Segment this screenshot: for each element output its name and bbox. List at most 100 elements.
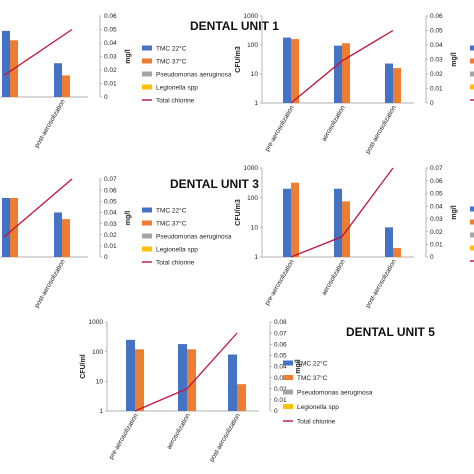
legend-label: TMC 37°C [156,57,187,65]
line-total-chlorine [290,29,394,104]
y2-tick-label: 0.01 [430,86,443,93]
y2-tick-label: 0 [430,254,434,261]
y-axis-title: CFU/m3 [235,199,242,226]
bar-tmc-37-c [187,349,196,411]
bar-tmc-22-c [385,63,393,103]
bar-tmc-37-c [291,182,299,257]
y2-tick-label: 0.05 [430,28,443,35]
y2-tick-label: 0.07 [274,330,287,337]
chart-title: DENTAL UNIT 5 [346,325,435,339]
legend-label: Pseudomonas aeruginosa [156,233,232,240]
bar-tmc-37-c [135,349,144,411]
bar-tmc-22-c [178,344,187,411]
bar-tmc-37-c [393,248,401,257]
legend-label: Pseudomonas aeruginosa [156,71,232,78]
bar-tmc-22-c [54,212,62,257]
legend-label: TMC 22°C [156,206,187,214]
y2-tick-label: 0.08 [274,319,287,326]
y2-axis-title: mg/l [295,359,302,373]
x-tick-label: pre-aerosolization [264,104,296,153]
y2-tick-label: 0.05 [104,27,117,34]
y2-tick-label: 0 [104,94,108,101]
bar-tmc-37-c [62,75,70,97]
y2-tick-label: 0.01 [430,241,443,248]
legend-swatch [283,389,293,395]
legend-swatch [470,206,474,212]
y2-axis-title: mg/l [451,205,458,219]
chart-title: DENTAL UNIT 3 [170,177,259,191]
line-total-chlorine [290,167,394,258]
bar-tmc-22-c [334,45,342,103]
legend-swatch [142,220,152,226]
legend-swatch [470,232,474,238]
legend-swatch [470,71,474,77]
y2-tick-label: 0.02 [430,229,443,236]
y-tick-label: 100 [247,42,258,49]
y-tick-label: 1 [99,408,103,415]
y2-tick-label: 0.03 [104,54,117,61]
y2-tick-label: 0.01 [104,243,117,250]
y2-tick-label: 0.07 [430,165,443,172]
bar-tmc-22-c [283,37,291,104]
y2-axis-title: mg/l [125,49,132,63]
legend-label: TMC 37°C [297,374,328,382]
legend-swatch [470,84,474,90]
y2-tick-label: 0.04 [104,40,117,47]
bar-tmc-22-c [385,227,393,257]
bar-tmc-37-c [10,197,18,257]
legend-swatch [142,71,152,77]
y2-tick-label: 0.06 [430,13,443,20]
y2-tick-label: 0.03 [430,216,443,223]
bar-tmc-37-c [342,43,350,103]
legend-swatch [142,233,152,239]
legend-swatch [142,246,152,252]
legend-label: Total chlorine [156,259,195,266]
y2-tick-label: 0 [104,254,108,261]
bar-tmc-37-c [342,201,350,257]
y-tick-label: 100 [247,195,258,202]
y-tick-label: 10 [251,71,259,78]
legend-label: TMC 22°C [156,44,187,52]
y-tick-label: 1 [254,100,258,107]
y-tick-label: 10 [96,379,104,386]
y2-tick-label: 0.04 [430,203,443,210]
legend-swatch [142,84,152,90]
x-tick-label: aerosolization [321,104,347,143]
bar-tmc-22-c [283,188,291,257]
chart-panel-3: 0 0.01 0.02 0.03 0.04 0.05 0.06 0.07 mg/l post-ae… [0,176,259,309]
legend-label: Total chlorine [297,418,336,425]
legend-swatch [283,404,293,409]
y-tick-label: 1 [254,254,258,261]
y2-axis-title: mg/l [451,52,458,66]
y2-tick-label: 0 [274,408,278,415]
y-tick-label: 1000 [244,165,259,172]
legend-label: TMC 22°C [297,359,328,367]
y2-tick-label: 0.05 [430,191,443,198]
chart-panel-2: 1 10 100 1000 CFU/m3 0 0.01 0.02 0.03 0.04 0.05 0.0… [235,13,474,155]
y2-tick-label: 0.06 [104,187,117,194]
y2-tick-label: 0.02 [104,67,117,74]
y-tick-label: 1000 [89,319,104,326]
y2-tick-label: 0.06 [104,13,117,20]
y2-axis-title: mg/l [125,211,132,225]
legend-swatch [470,45,474,51]
x-tick-label: post-aerosolization [33,258,67,309]
legend-swatch [470,58,474,64]
bar-tmc-22-c [54,63,62,97]
line-total-chlorine [3,28,73,76]
x-tick-label: aerosolization [321,258,347,297]
chart-panel-4: 1 10 100 1000 CFU/m3 0 0.01 0.02 0.03 0.04 0.05 0.0… [235,165,474,309]
y2-tick-label: 0.05 [274,353,287,360]
x-tick-label: pre-aerosolization [264,258,296,307]
legend-swatch [142,207,152,213]
bar-tmc-37-c [393,68,401,103]
y2-tick-label: 0.04 [274,364,287,371]
y2-tick-label: 0.04 [430,42,443,49]
chart-panel-1: 0 0.01 0.02 0.03 0.04 0.05 0.06 mg/l post-aeroso… [0,13,279,149]
y2-tick-label: 0.02 [104,232,117,239]
y2-tick-label: 0.06 [274,341,287,348]
chart-panel-5: 1 10 100 1000 CFU/ml 0 0.01 0.02 0.03 0.04 0.05 0.0… [80,319,435,463]
y2-tick-label: 0.01 [104,81,117,88]
x-tick-label: post-aerosolization [208,412,242,463]
